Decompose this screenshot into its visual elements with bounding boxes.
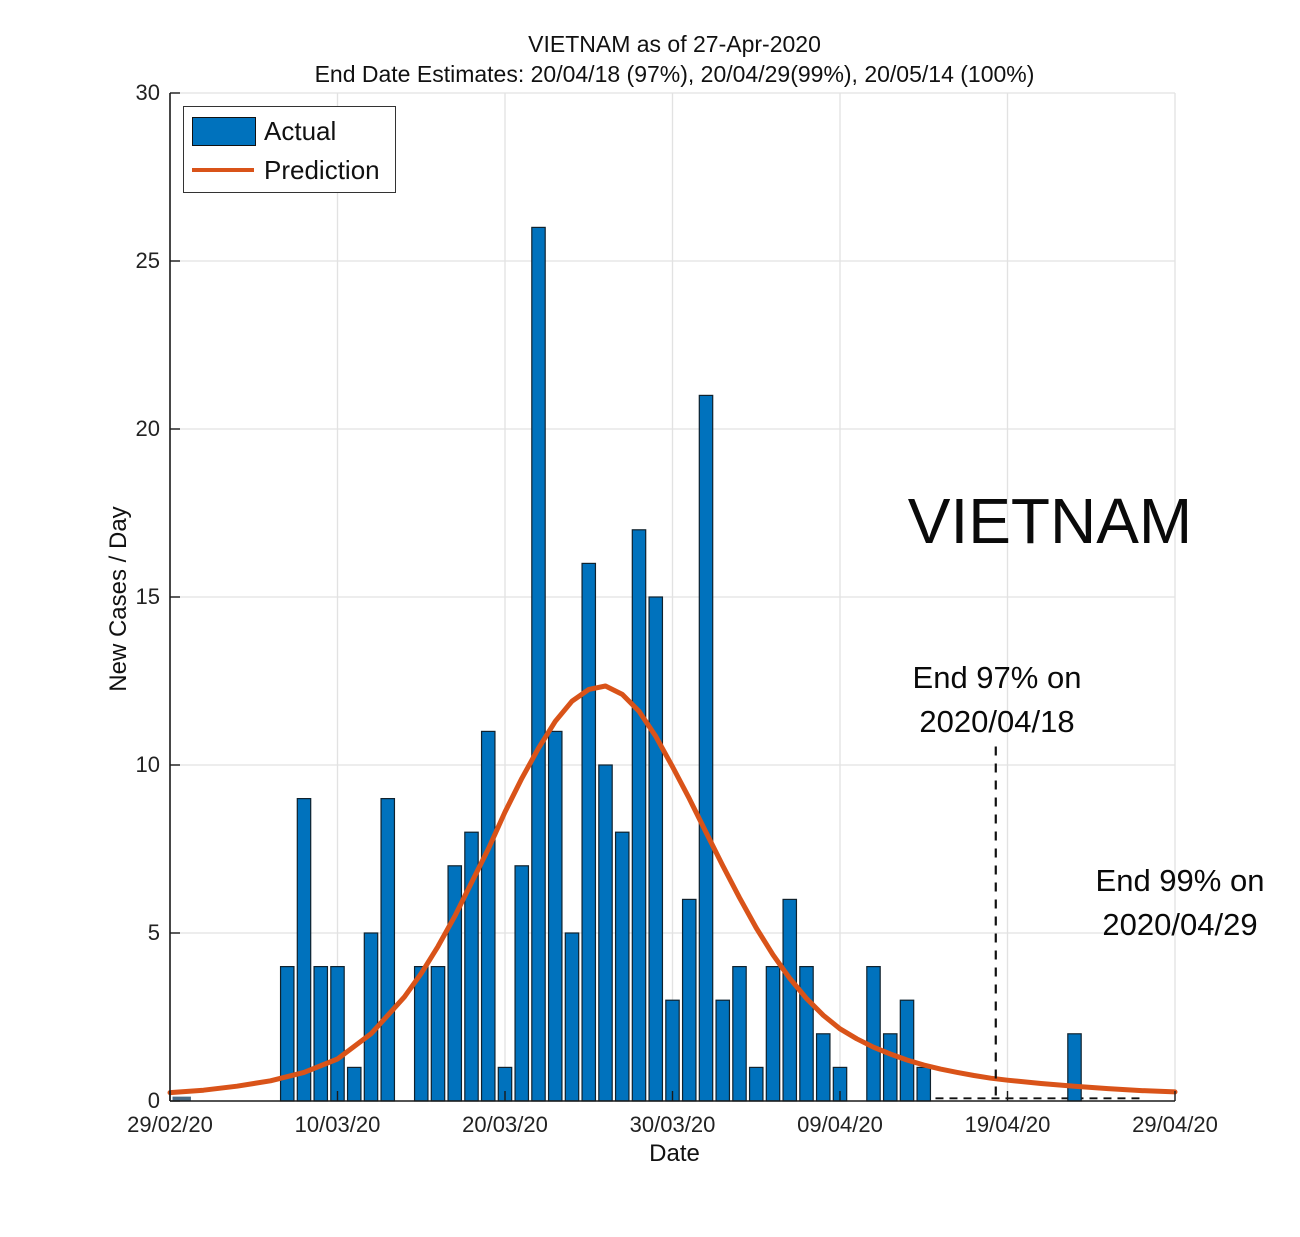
legend-entry-prediction: Prediction [192,155,380,185]
legend-entry-actual: Actual [192,116,336,146]
actual-bar-30-03 [665,999,680,1102]
actual-bar-07-03 [279,965,295,1102]
x-tick-label-2: 20/03/20 [462,1112,548,1137]
x-tick-label-1: 10/03/20 [294,1112,381,1137]
annotation-end99-line2: 2020/04/29 [1102,907,1258,942]
annotation-end99-line1: End 99% on [1095,863,1265,898]
annotation-end97-line1: End 97% on [912,660,1082,695]
near-zero-notch [172,1096,191,1101]
annotation-end99: End 99% on 2020/04/29 [1030,859,1300,947]
x-tick-label-5: 19/04/20 [964,1112,1051,1137]
actual-bar-06-04 [782,898,798,1102]
x-tick-label-0: 29/02/20 [127,1112,213,1137]
country-watermark: VIETNAM [907,485,1193,557]
actual-bar-29-03 [648,596,664,1102]
actual-bar-11-03 [346,1066,362,1102]
actual-bar-24-03 [564,932,580,1102]
actual-bar-17-03 [447,865,463,1102]
legend: Actual Prediction [183,106,396,193]
chart-subtitle: End Date Estimates: 20/04/18 (97%), 20/0… [314,61,1035,87]
chart-title: VIETNAM as of 27-Apr-2020 [528,31,821,57]
actual-bar-09-03 [313,965,329,1102]
y-tick-label-20: 20 [135,416,160,441]
actual-bar-13-03 [380,797,396,1102]
annotation-end97-line2: 2020/04/18 [919,704,1075,739]
y-tick-label-10: 10 [135,752,160,777]
y-tick-label-30: 30 [135,80,160,105]
actual-bar-28-03 [631,529,647,1102]
actual-bar-08-04 [815,1033,831,1102]
actual-bar-25-03 [581,562,597,1102]
actual-bar-21-03 [514,865,530,1102]
actual-bar-19-03 [480,730,496,1102]
actual-bar-23-03 [547,730,563,1102]
prediction-curve [167,683,1178,1096]
x-tick-label-4: 09/04/20 [797,1112,883,1137]
actual-bar-11-04 [866,965,881,1102]
actual-bar-08-03 [296,797,312,1102]
actual-bar-31-03 [681,898,697,1102]
actual-bar-15-03 [413,965,429,1102]
actual-bar-16-03 [430,965,446,1102]
actual-bar-14-04 [916,1066,932,1102]
actual-bar-01-04 [698,394,714,1102]
actual-bar-26-03 [598,764,613,1102]
actual-bar-04-04 [748,1066,764,1102]
x-tick-label-3: 30/03/20 [629,1112,716,1137]
y-tick-label-5: 5 [147,920,160,945]
x-axis-label: Date [649,1140,700,1167]
actual-bar-10-03 [330,965,345,1102]
prediction-line-swatch [192,168,254,172]
actual-bar-23-04 [1067,1033,1082,1102]
actual-bar-swatch [192,116,256,146]
x-tick-label-6: 29/04/20 [1132,1112,1218,1137]
actual-bar-12-04 [882,1033,898,1102]
actual-bar-13-04 [899,999,915,1102]
actual-bar-27-03 [614,831,630,1102]
actual-bar-02-04 [715,999,731,1102]
actual-bar-05-04 [765,965,781,1102]
actual-bar-07-04 [799,965,814,1102]
y-tick-label-25: 25 [135,248,160,273]
actual-bar-22-03 [531,226,546,1102]
annotation-end97: End 97% on 2020/04/18 [847,656,1147,744]
actual-bar-03-04 [732,965,747,1102]
y-tick-label-0: 0 [147,1088,160,1113]
y-tick-label-15: 15 [135,584,160,609]
legend-prediction-label: Prediction [264,154,380,185]
legend-actual-label: Actual [264,115,337,146]
actual-bar-12-03 [363,932,379,1102]
